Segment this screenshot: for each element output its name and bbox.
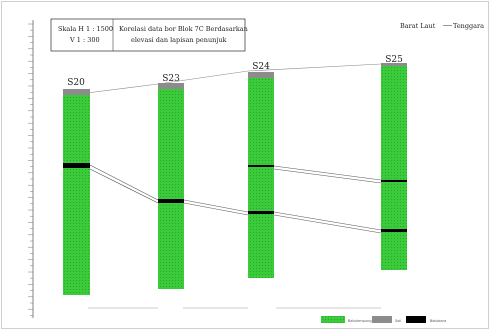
legend-swatch-soil — [372, 316, 392, 323]
well-s23: S23 — [158, 74, 184, 289]
well-s24: S24 — [248, 62, 274, 278]
soil-layer — [158, 83, 184, 89]
coal-seam — [63, 163, 90, 168]
clay-column — [248, 78, 274, 278]
legend-swatch-coal — [406, 316, 426, 323]
diagram-title-line2: elevasi dan lapisan penunjuk — [131, 36, 227, 44]
correlation-line — [273, 165, 382, 181]
legend-swatch-clay — [321, 316, 345, 323]
scale-box-border — [50, 18, 246, 52]
legend: Batulempung Soil Batubara — [321, 316, 446, 323]
correlation-line — [183, 202, 249, 216]
legend-label-soil: Soil — [395, 319, 401, 323]
coal-seam — [381, 180, 407, 182]
direction-right-text: Tenggara — [453, 22, 484, 30]
scale-box: Skala H 1 : 1500 V 1 : 300 Korelasi data… — [50, 18, 248, 52]
well-label: S25 — [385, 55, 403, 65]
direction-indicator: Barat Laut Tenggara — [400, 22, 484, 30]
correlation-line — [273, 214, 382, 234]
legend-label-clay: Batulempung — [348, 319, 372, 323]
correlation-line — [89, 168, 159, 204]
scale-h-text: Skala H 1 : 1500 — [58, 25, 113, 33]
coal-seam — [381, 229, 407, 232]
correlation-line — [89, 164, 159, 201]
clay-column — [158, 89, 184, 289]
well-label: S24 — [252, 62, 270, 72]
soil-layer — [248, 72, 274, 78]
soil-layer — [381, 63, 407, 66]
elevation-axis — [28, 20, 34, 318]
well-label: S23 — [162, 74, 180, 84]
well-s20: S20 — [63, 78, 90, 295]
coal-seam — [158, 199, 184, 203]
direction-left-text: Barat Laut — [400, 22, 436, 30]
top-elevation-line — [62, 63, 382, 97]
correlation-line — [273, 168, 382, 184]
scale-v-text: V 1 : 300 — [69, 36, 100, 44]
coal-seam — [248, 165, 274, 167]
well-label: S20 — [67, 78, 85, 88]
diagram-title-line1: Korelasi data bor Blok 7C Berdasarkan — [119, 25, 248, 33]
correlation-line — [183, 199, 249, 213]
correlation-line — [273, 211, 382, 231]
clay-column — [63, 95, 90, 295]
soil-layer — [63, 89, 90, 95]
correlation-lines — [89, 164, 382, 234]
legend-label-coal: Batubara — [430, 319, 446, 323]
well-s25: S25 — [381, 55, 407, 270]
clay-column — [381, 66, 407, 270]
coal-seam — [248, 211, 274, 214]
